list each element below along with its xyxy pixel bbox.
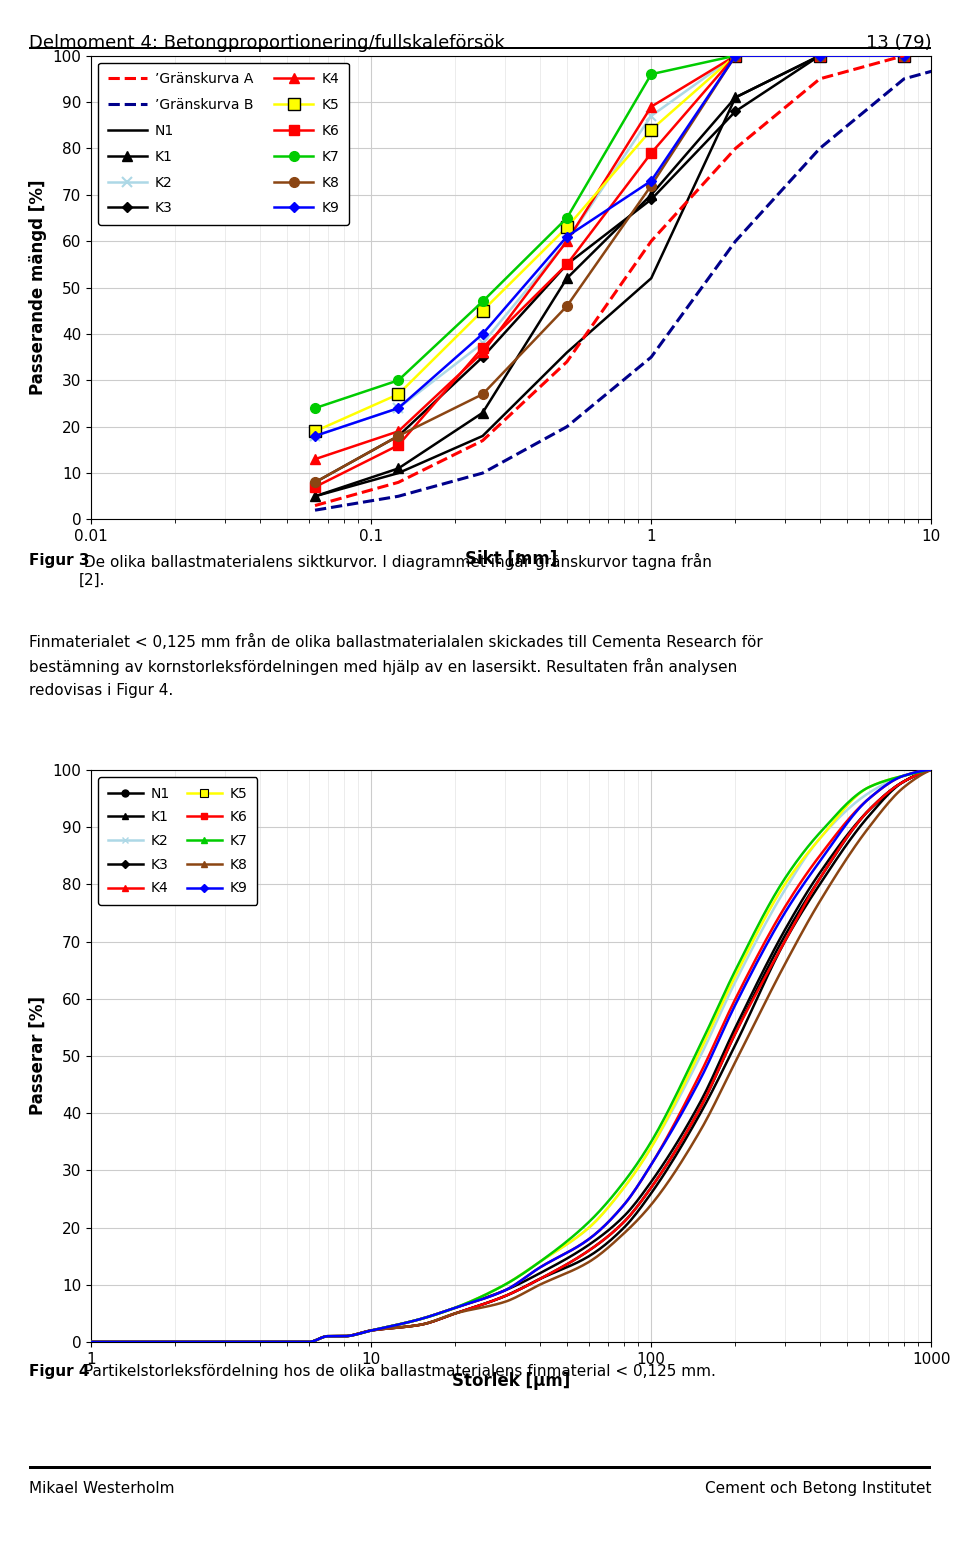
- Text: Delmoment 4: Betongproportionering/fullskaleförsök: Delmoment 4: Betongproportionering/fulls…: [29, 34, 505, 53]
- Legend: N1, K1, K2, K3, K4, K5, K6, K7, K8, K9: N1, K1, K2, K3, K4, K5, K6, K7, K8, K9: [98, 776, 257, 906]
- Text: 13 (79): 13 (79): [866, 34, 931, 53]
- Legend: ’Gränskurva A, ’Gränskurva B, N1, K1, K2, K3, K4, K5, K6, K7, K8, K9: ’Gränskurva A, ’Gränskurva B, N1, K1, K2…: [98, 62, 349, 226]
- X-axis label: Sikt [mm]: Sikt [mm]: [465, 550, 558, 567]
- Text: Cement och Betong Institutet: Cement och Betong Institutet: [705, 1481, 931, 1497]
- Text: Mikael Westerholm: Mikael Westerholm: [29, 1481, 175, 1497]
- X-axis label: Storlek [μm]: Storlek [μm]: [452, 1373, 570, 1390]
- Text: Figur 3: Figur 3: [29, 553, 89, 569]
- Text: Finmaterialet < 0,125 mm från de olika ballastmaterialalen skickades till Cement: Finmaterialet < 0,125 mm från de olika b…: [29, 634, 762, 697]
- Text: De olika ballastmaterialens siktkurvor. I diagrammet ingår gränskurvor tagna frå: De olika ballastmaterialens siktkurvor. …: [79, 553, 711, 587]
- Text: Partikelstorleksfördelning hos de olika ballastmaterialens finmaterial < 0,125 m: Partikelstorleksfördelning hos de olika …: [79, 1364, 715, 1379]
- Y-axis label: Passerande mängd [%]: Passerande mängd [%]: [29, 179, 47, 396]
- Y-axis label: Passerar [%]: Passerar [%]: [29, 997, 47, 1115]
- Text: Figur 4: Figur 4: [29, 1364, 89, 1379]
